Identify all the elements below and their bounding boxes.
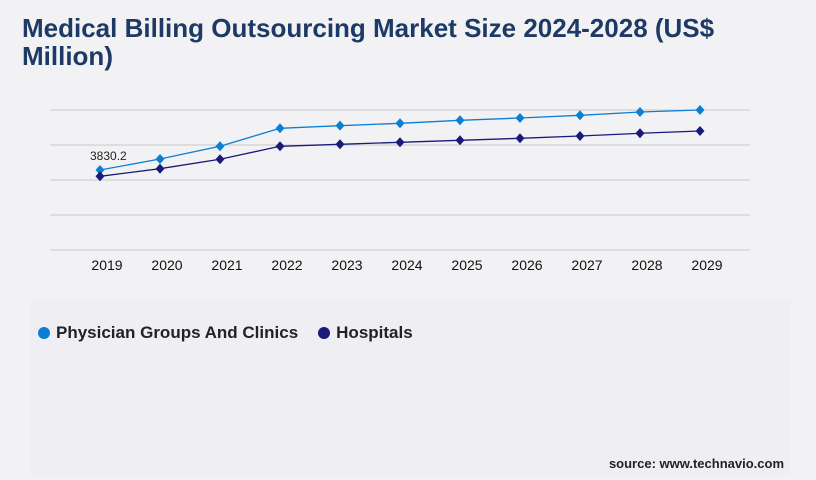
x-tick-label: 2026: [511, 257, 542, 273]
x-tick-label: 2019: [91, 257, 122, 273]
legend: Physician Groups And Clinics Hospitals: [38, 323, 413, 343]
line-chart: 2019 2020 2021 2022 2023 2024 2025 2026 2027 2028…: [50, 105, 750, 273]
data-point: [335, 120, 345, 131]
x-tick-label: 2028: [631, 257, 662, 273]
data-point: [95, 171, 105, 182]
x-tick-label: 2027: [571, 257, 602, 273]
data-point: [95, 165, 105, 176]
legend-item-hospitals[interactable]: Hospitals: [318, 323, 413, 343]
legend-label: Physician Groups And Clinics: [56, 323, 299, 342]
source-text: source: www.technavio.com: [608, 456, 784, 471]
data-point: [155, 163, 165, 174]
x-tick-label: 2020: [151, 257, 182, 273]
data-point: [695, 105, 705, 115]
data-point: [635, 107, 645, 118]
data-point: [515, 133, 525, 144]
data-point: [215, 154, 225, 165]
data-point: [575, 110, 585, 121]
data-point: [575, 131, 585, 142]
x-tick-label: 2024: [391, 257, 422, 273]
data-label: 3830.2: [90, 149, 127, 163]
legend-item-physician-groups[interactable]: Physician Groups And Clinics: [38, 323, 298, 343]
legend-panel-background: [30, 300, 790, 475]
legend-marker-icon: [38, 327, 50, 339]
x-tick-label: 2022: [271, 257, 302, 273]
x-tick-label: 2025: [451, 257, 482, 273]
x-tick-label: 2029: [691, 257, 722, 273]
legend-label: Hospitals: [336, 323, 413, 342]
data-point: [635, 128, 645, 139]
legend-marker-icon: [318, 327, 331, 339]
data-point: [455, 115, 465, 126]
data-point: [695, 125, 705, 136]
data-point: [155, 153, 165, 164]
data-point: [515, 112, 525, 123]
data-point: [335, 139, 345, 150]
data-point: [275, 123, 285, 134]
data-point: [275, 141, 285, 152]
data-point: [215, 141, 225, 152]
data-point: [395, 118, 405, 129]
data-point: [455, 135, 465, 146]
data-point: [395, 137, 405, 148]
x-tick-label: 2021: [211, 257, 242, 273]
x-tick-label: 2023: [331, 257, 362, 273]
chart-title: Medical Billing Outsourcing Market Size …: [22, 13, 715, 71]
